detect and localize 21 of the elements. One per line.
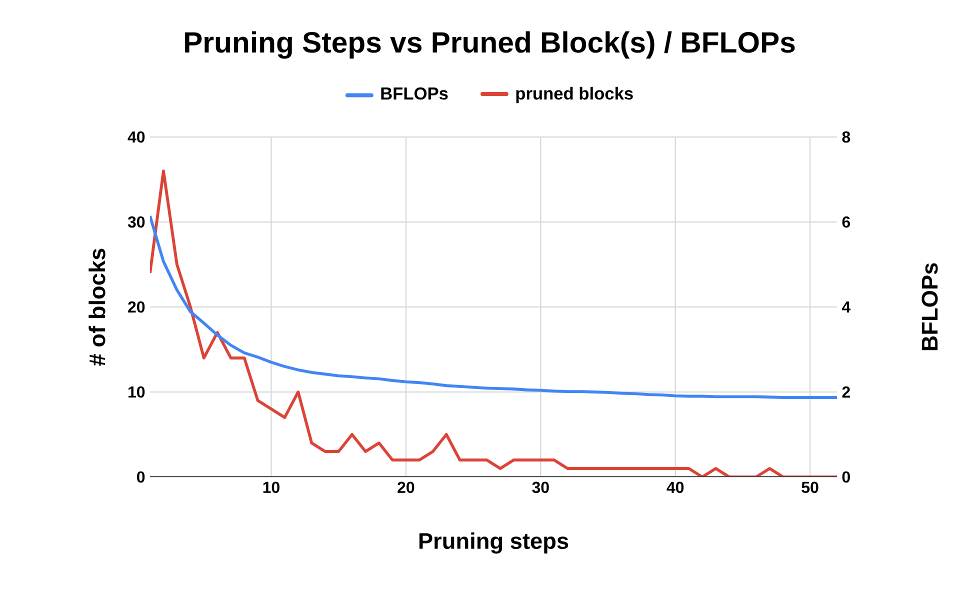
y-tick-label: 10 <box>128 386 145 398</box>
x-tick-label: 50 <box>802 482 818 494</box>
y-tick-label: 30 <box>128 216 145 228</box>
x-tick-label: 40 <box>666 482 684 494</box>
x-axis-title: Pruning steps <box>419 532 568 554</box>
y-tick-label: 0 <box>137 471 145 483</box>
legend-label: BFLOPs <box>381 87 448 100</box>
y2-tick-label: 2 <box>842 386 850 398</box>
y-axis-title: # of blocks <box>88 248 106 366</box>
x-tick-label: 10 <box>263 482 280 494</box>
x-tick-label: 20 <box>398 482 414 494</box>
y2-tick-label: 6 <box>842 216 850 228</box>
y-tick-label: 20 <box>128 301 145 313</box>
y2-axis-title: BFLOPs <box>922 263 938 350</box>
y2-tick-label: 4 <box>842 301 851 312</box>
chart-title: Pruning Steps vs Pruned Block(s) / BFLOPs <box>185 31 795 59</box>
y2-tick-label: 0 <box>842 471 850 483</box>
y-tick-label: 40 <box>128 131 145 143</box>
x-tick-label: 30 <box>532 482 549 494</box>
y2-tick-label: 8 <box>842 131 850 143</box>
legend-label: pruned blocks <box>516 86 633 104</box>
